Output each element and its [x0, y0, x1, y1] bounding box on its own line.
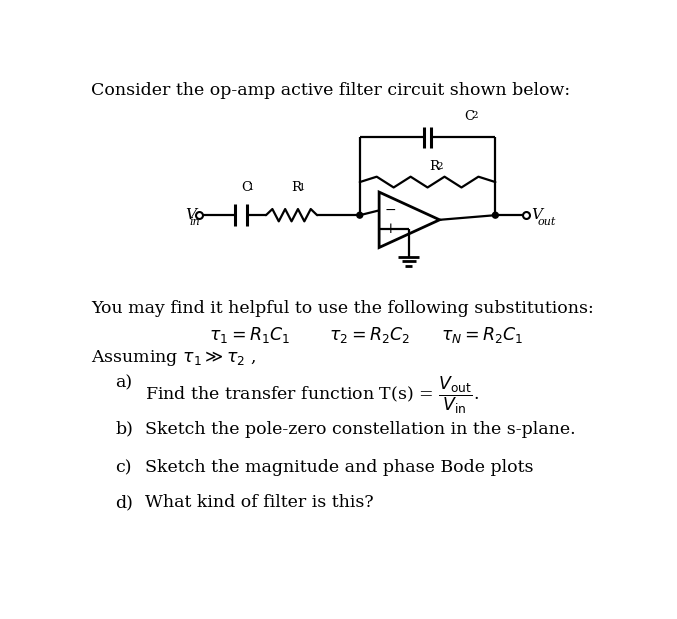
- Circle shape: [492, 212, 498, 218]
- Text: $\tau_N = R_2C_1$: $\tau_N = R_2C_1$: [441, 324, 523, 345]
- Text: 2: 2: [471, 111, 478, 121]
- Text: $\tau_1 = R_1C_1$: $\tau_1 = R_1C_1$: [209, 324, 290, 345]
- Text: C: C: [464, 110, 475, 123]
- Text: Sketch the pole-zero constellation in the s-plane.: Sketch the pole-zero constellation in th…: [145, 421, 575, 438]
- Text: a): a): [116, 374, 133, 392]
- Text: V: V: [531, 208, 542, 222]
- Text: in: in: [190, 217, 200, 228]
- Text: 1: 1: [299, 183, 305, 192]
- Text: b): b): [116, 421, 133, 438]
- Text: You may find it helpful to use the following substitutions:: You may find it helpful to use the follo…: [91, 300, 594, 317]
- Text: 2: 2: [437, 162, 443, 170]
- Text: −: −: [385, 204, 396, 217]
- Text: What kind of filter is this?: What kind of filter is this?: [145, 494, 374, 511]
- Text: out: out: [538, 217, 556, 228]
- Circle shape: [357, 212, 363, 218]
- Text: 1: 1: [248, 183, 255, 192]
- Text: C: C: [241, 181, 251, 194]
- Text: Consider the op-amp active filter circuit shown below:: Consider the op-amp active filter circui…: [91, 82, 570, 99]
- Text: Assuming $\tau_1 \gg \tau_2$ ,: Assuming $\tau_1 \gg \tau_2$ ,: [91, 348, 256, 368]
- Text: $\tau_2 = R_2C_2$: $\tau_2 = R_2C_2$: [329, 324, 410, 345]
- Text: d): d): [116, 494, 133, 511]
- Text: +: +: [385, 222, 396, 236]
- Text: R: R: [292, 181, 301, 194]
- Text: V: V: [185, 208, 196, 222]
- Text: R: R: [429, 160, 439, 173]
- Text: Sketch the magnitude and phase Bode plots: Sketch the magnitude and phase Bode plot…: [145, 459, 533, 476]
- Text: c): c): [116, 459, 132, 476]
- Text: Find the transfer function T(s) = $\dfrac{V_{\mathrm{out}}}{V_{\mathrm{in}}}$.: Find the transfer function T(s) = $\dfra…: [145, 374, 479, 416]
